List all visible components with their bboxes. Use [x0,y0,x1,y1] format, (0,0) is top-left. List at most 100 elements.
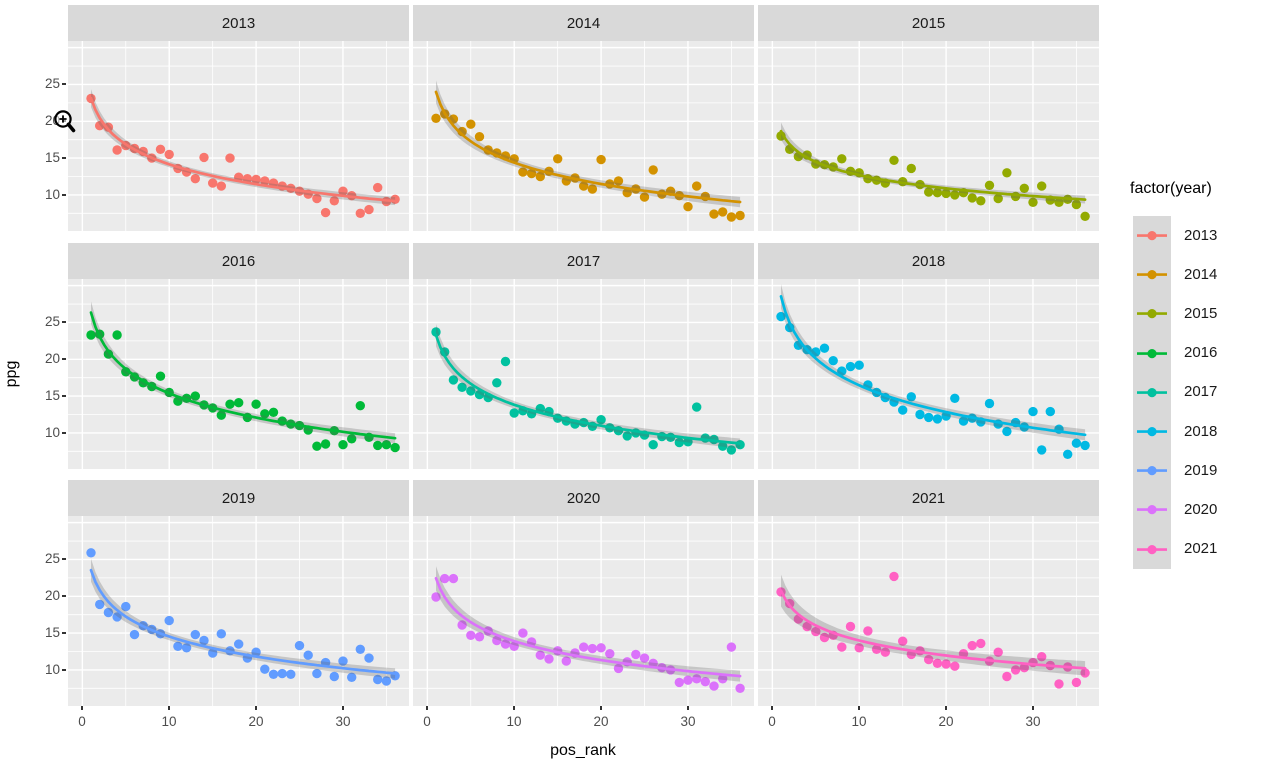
x-tick-label: 30 [680,714,696,729]
facet-panel [68,516,409,706]
legend-key [1133,255,1171,295]
x-tick-mark [513,706,515,710]
legend-key [1133,372,1171,412]
legend-key-glyph [1137,348,1167,358]
facet-panel [413,279,754,469]
y-tick-mark [62,358,66,360]
major-gridlines [758,279,1099,469]
facet-title: 2015 [911,14,946,32]
legend-key [1133,412,1171,452]
trend-line [434,576,742,678]
legend-key-glyph [1137,270,1167,280]
y-tick-label: 20 [44,113,60,128]
panel-background [413,41,754,231]
x-tick-label: 0 [423,714,431,729]
trend-line [434,333,742,445]
y-tick-mark [62,558,66,560]
facet-panel [758,279,1099,469]
x-tick-label: 20 [248,714,264,729]
y-tick-label: 25 [44,551,60,566]
x-tick-mark [426,706,428,710]
x-tick-mark [858,706,860,710]
facet-strip: 2017 [413,243,754,279]
facet-2013: 2013 [68,5,409,231]
x-tick-label: 30 [335,714,351,729]
facet-2016: 2016 [68,243,409,469]
y-tick-label: 15 [44,625,60,640]
legend-label: 2017 [1184,383,1218,401]
y-tick-label: 25 [44,76,60,91]
minor-gridlines [758,279,1099,469]
y-tick-label: 10 [44,662,60,677]
x-tick-mark [255,706,257,710]
major-gridlines [68,279,409,469]
x-tick-mark [687,706,689,710]
y-tick-mark [62,395,66,397]
facet-strip: 2021 [758,480,1099,516]
facet-title: 2020 [566,489,601,507]
facet-panel [413,41,754,231]
x-tick-label: 10 [851,714,867,729]
trend-line [779,129,1087,201]
x-tick-mark [81,706,83,710]
minor-gridlines [413,41,754,231]
legend-key-glyph [1137,505,1167,515]
panel-background [758,516,1099,706]
y-tick-label: 25 [44,314,60,329]
legend-label: 2018 [1184,422,1218,440]
x-tick-label: 0 [768,714,776,729]
legend-key [1133,451,1171,491]
legend-title: factor(year) [1130,180,1212,197]
y-tick-mark [62,120,66,122]
minor-gridlines [758,516,1099,706]
legend-key [1133,216,1171,256]
x-tick-label: 10 [161,714,177,729]
legend-label: 2020 [1184,501,1218,518]
facet-2019: 2019 [68,480,409,706]
facet-panel [413,516,754,706]
legend-key [1133,490,1171,530]
facet-2020: 2020 [413,480,754,706]
y-tick-mark [62,669,66,671]
legend-label: 2021 [1184,540,1218,558]
y-tick-mark [62,157,66,159]
panel-background [758,41,1099,231]
y-tick-label: 10 [44,425,60,440]
points-layer [776,571,1090,689]
facet-strip: 2016 [68,243,409,279]
x-tick-mark [945,706,947,710]
facet-title: 2016 [221,252,256,270]
y-tick-label: 10 [44,187,60,202]
y-tick-mark [62,194,66,196]
y-tick-label: 20 [44,351,60,366]
facet-title: 2019 [221,489,256,507]
facet-2017: 2017 [413,243,754,469]
trend-line [89,96,397,203]
panel-background [758,279,1099,469]
y-tick-mark [62,83,66,85]
points-layer [776,311,1090,459]
legend-key-glyph [1137,544,1167,554]
x-tick-mark [771,706,773,710]
major-gridlines [413,279,754,469]
major-gridlines [68,516,409,706]
minor-gridlines [68,516,409,706]
y-axis-title: ppg [3,360,20,388]
facet-strip: 2020 [413,480,754,516]
facet-strip: 2018 [758,243,1099,279]
trend-line [779,295,1087,437]
legend-key-glyph [1137,231,1167,241]
trend-line [89,568,397,675]
x-tick-label: 0 [78,714,86,729]
legend-key-glyph [1137,309,1167,319]
x-tick-label: 20 [593,714,609,729]
legend-label: 2019 [1184,461,1218,479]
major-gridlines [413,41,754,231]
legend-key [1133,333,1171,373]
x-tick-mark [600,706,602,710]
facet-strip: 2015 [758,5,1099,41]
facet-title: 2013 [221,14,256,32]
y-tick-mark [62,321,66,323]
facet-panel [758,41,1099,231]
